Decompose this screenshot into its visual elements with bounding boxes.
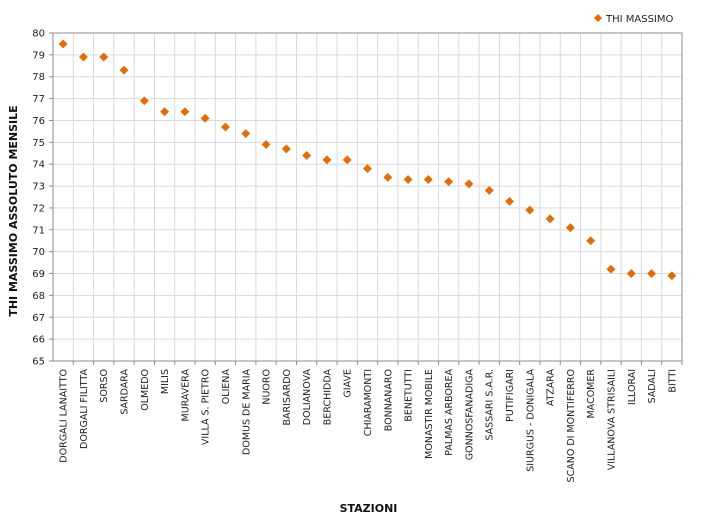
y-tick-label: 69 xyxy=(32,269,45,280)
data-point xyxy=(484,185,494,195)
x-axis-ticks: DORGALI LANAITTO DORGALI FILITTA SORSO SARD… xyxy=(59,361,683,482)
y-tick-label: 79 xyxy=(32,50,45,61)
data-point xyxy=(423,174,433,185)
x-tick-label: BONNANARO xyxy=(383,369,394,431)
x-tick-label: ILLORAI xyxy=(627,369,638,405)
y-tick-label: 65 xyxy=(32,357,45,368)
x-tick-label: MONASTIR MOBILE xyxy=(424,369,435,459)
plot-area xyxy=(52,32,683,362)
data-point xyxy=(261,139,271,150)
x-tick-label: ATZARA xyxy=(546,369,557,407)
y-tick-label: 78 xyxy=(32,72,45,83)
data-point xyxy=(200,113,210,123)
data-point xyxy=(78,52,88,62)
data-point xyxy=(525,205,535,215)
x-tick-label: NUORO xyxy=(262,369,273,405)
data-point xyxy=(444,177,454,187)
x-tick-label: SASSARI S.A.R. xyxy=(485,369,496,441)
x-tick-label: GONNOSFANADIGA xyxy=(464,368,475,460)
x-tick-label: MURAVERA xyxy=(180,369,191,422)
grid xyxy=(52,32,683,362)
data-point xyxy=(99,52,109,62)
y-axis-title: THI MASSIMO ASSOLUTO MENSILE xyxy=(7,105,20,316)
y-tick-label: 68 xyxy=(32,291,45,302)
data-point xyxy=(504,196,515,206)
data-point xyxy=(241,129,251,139)
x-tick-label: VILLA S. PIETRO xyxy=(201,369,212,445)
x-tick-label: SORSO xyxy=(99,369,110,403)
x-tick-label: OLIENA xyxy=(221,369,232,405)
data-point xyxy=(139,96,149,106)
y-tick-label: 73 xyxy=(32,182,45,193)
legend-label: THI MASSIMO xyxy=(605,14,673,25)
data-point xyxy=(362,164,373,174)
x-tick-label: DORGALI LANAITTO xyxy=(59,369,70,463)
data-point xyxy=(667,271,677,281)
x-tick-label: BITTI xyxy=(667,369,678,393)
data-point xyxy=(281,144,291,154)
legend: THI MASSIMO xyxy=(594,14,673,25)
y-tick-label: 77 xyxy=(32,94,45,105)
data-point xyxy=(586,236,596,246)
data-point xyxy=(647,268,657,279)
data-points xyxy=(58,39,677,281)
x-tick-label: DORGALI FILITTA xyxy=(79,369,90,449)
x-tick-label: DOMUS DE MARIA xyxy=(241,369,252,455)
y-tick-label: 66 xyxy=(32,335,45,346)
data-point xyxy=(220,122,231,132)
data-point xyxy=(322,155,332,165)
y-tick-label: 70 xyxy=(32,247,45,258)
data-point xyxy=(464,179,474,189)
x-tick-label: VILLANOVA STRISAILI xyxy=(606,369,617,470)
y-tick-label: 76 xyxy=(32,116,45,127)
x-tick-label: BARISARDO xyxy=(282,369,293,426)
data-point xyxy=(180,107,190,117)
x-tick-label: BENETUTTI xyxy=(404,369,415,422)
x-tick-label: SIURGUS - DONIGALA xyxy=(525,369,536,472)
data-point xyxy=(342,155,352,165)
x-tick-label: SCANO DI MONTIFERRO xyxy=(566,369,577,482)
x-tick-label: PUTIFIGARI xyxy=(505,369,516,422)
y-tick-label: 75 xyxy=(32,138,45,149)
data-point xyxy=(383,172,393,182)
x-tick-label: SADALI xyxy=(647,369,658,403)
y-tick-label: 80 xyxy=(32,29,45,40)
x-tick-label: PALMAS ARBOREA xyxy=(444,368,455,455)
x-tick-label: MILIS xyxy=(160,369,171,394)
x-tick-label: MACOMER xyxy=(586,369,597,419)
data-point xyxy=(160,107,170,117)
data-point xyxy=(606,264,616,274)
data-point xyxy=(545,214,555,224)
x-tick-label: DOLIANOVA xyxy=(302,369,313,426)
y-tick-label: 71 xyxy=(32,225,45,236)
legend-marker-icon xyxy=(594,14,602,22)
x-tick-label: GIAVE xyxy=(343,369,354,398)
data-point xyxy=(626,268,636,279)
data-point xyxy=(403,174,413,185)
x-tick-label: SARDARA xyxy=(120,369,131,415)
y-tick-label: 67 xyxy=(32,313,45,324)
x-tick-label: OLMEDO xyxy=(140,369,151,411)
y-axis-ticks: 65 66 67 68 69 70 71 72 73 74 75 76 77 78 79 80 xyxy=(32,29,53,368)
y-tick-label: 72 xyxy=(32,203,45,214)
x-tick-label: CHIARAMONTI xyxy=(363,369,374,436)
y-tick-label: 74 xyxy=(32,160,45,171)
data-point xyxy=(565,223,575,233)
data-point xyxy=(119,65,129,75)
x-tick-label: BERCHIDDA xyxy=(322,369,333,426)
data-point xyxy=(58,39,68,49)
data-point xyxy=(302,150,312,161)
x-axis-title: STAZIONI xyxy=(340,502,398,515)
